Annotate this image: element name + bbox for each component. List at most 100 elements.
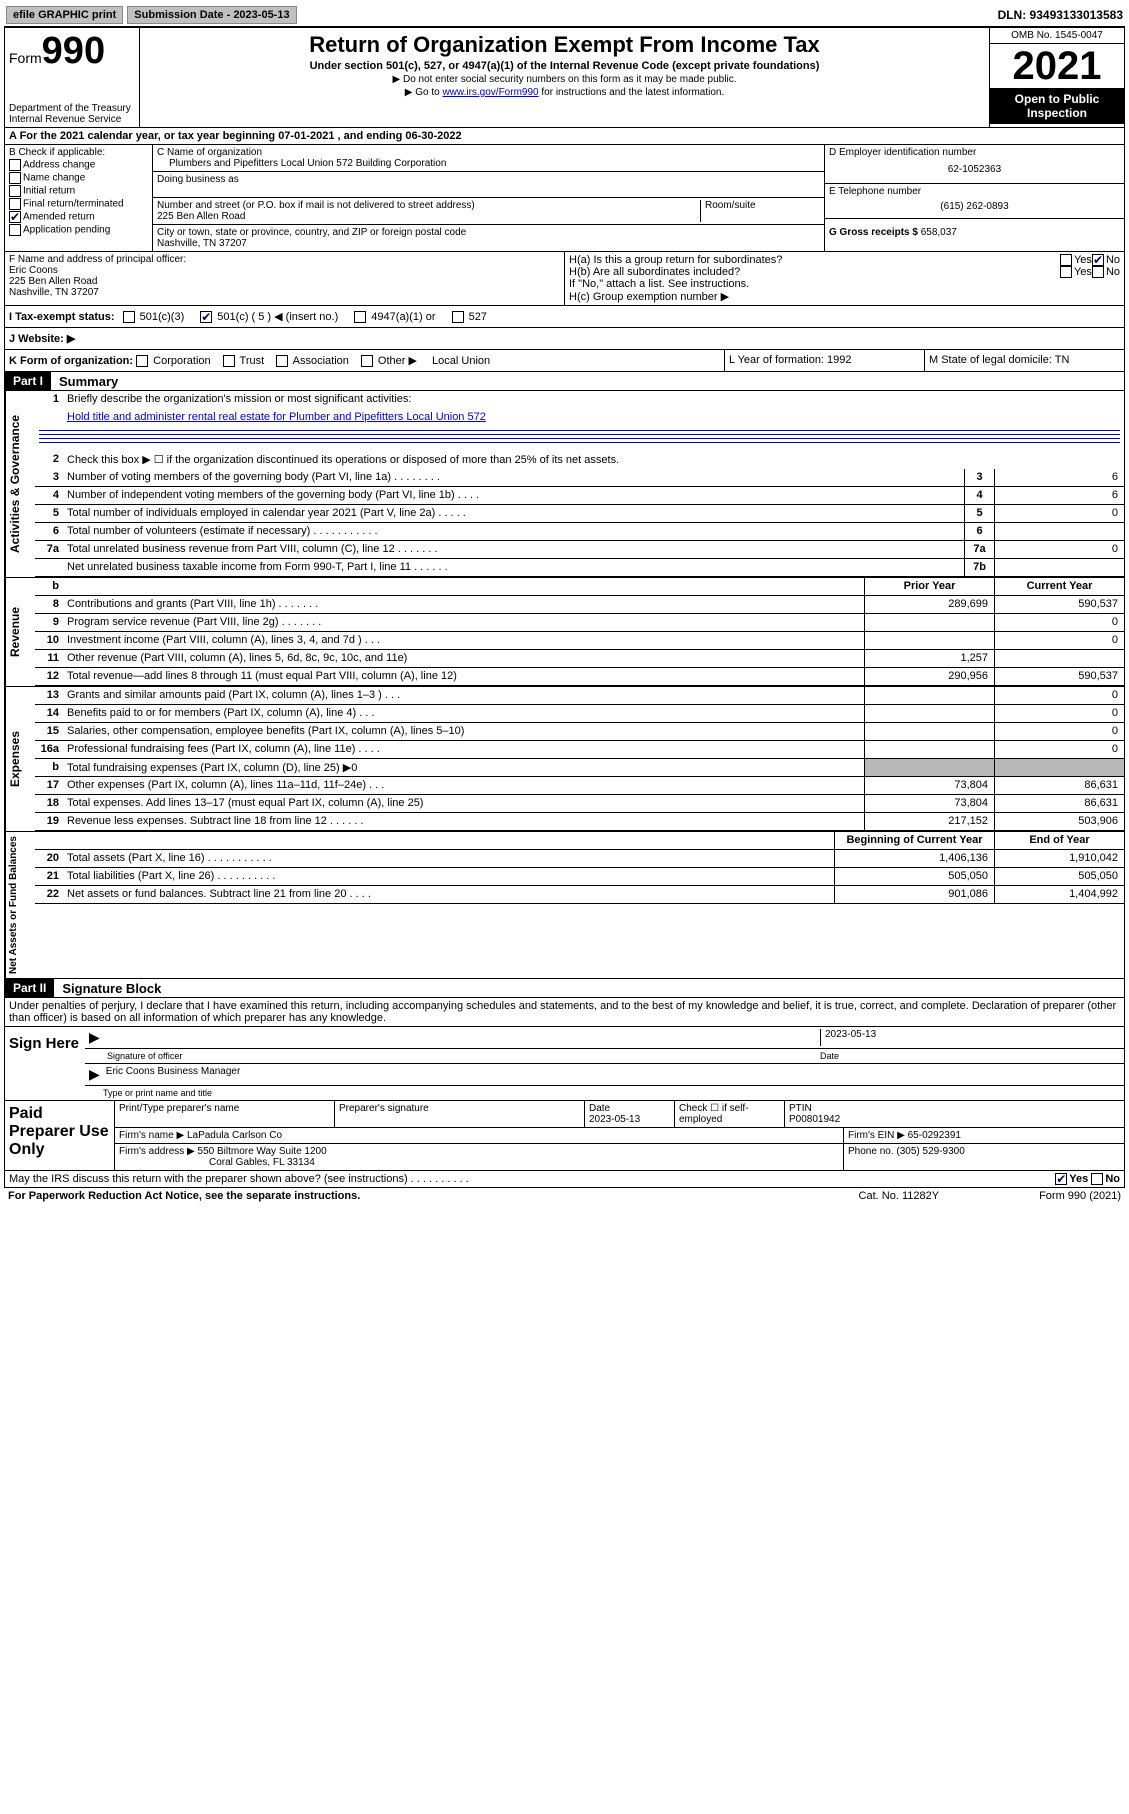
summary-row: 19Revenue less expenses. Subtract line 1… [35, 813, 1124, 831]
year-formation: L Year of formation: 1992 [724, 350, 924, 371]
irs-label: Internal Revenue Service [9, 114, 135, 125]
firm-phone: (305) 529-9300 [896, 1146, 964, 1157]
street-value: 225 Ben Allen Road [157, 211, 700, 222]
col-prior: Prior Year [864, 578, 994, 595]
hb-yes-checkbox[interactable] [1060, 266, 1072, 278]
paid-preparer-label: Paid Preparer Use Only [5, 1101, 115, 1170]
dln: DLN: 93493133013583 [998, 8, 1123, 22]
irs-link[interactable]: www.irs.gov/Form990 [442, 87, 538, 98]
org-name-label: C Name of organization [157, 147, 820, 158]
state-domicile: M State of legal domicile: TN [924, 350, 1124, 371]
ein-value: 62-1052363 [829, 158, 1120, 181]
summary-row: 21Total liabilities (Part X, line 26) . … [35, 868, 1124, 886]
org-name: Plumbers and Pipefitters Local Union 572… [157, 158, 820, 169]
summary-row: 9Program service revenue (Part VIII, lin… [35, 614, 1124, 632]
summary-row: bTotal fundraising expenses (Part IX, co… [35, 759, 1124, 777]
prep-name-label: Print/Type preparer's name [115, 1101, 335, 1127]
summary-row: 7aTotal unrelated business revenue from … [35, 541, 1124, 559]
summary-row: 12Total revenue—add lines 8 through 11 (… [35, 668, 1124, 686]
summary-row: 4Number of independent voting members of… [35, 487, 1124, 505]
form-org-other: Local Union [432, 355, 490, 367]
tax-status-option[interactable]: 501(c)(3) [123, 311, 185, 323]
summary-row: Net unrelated business taxable income fr… [35, 559, 1124, 577]
header-left: Form990 Department of the Treasury Inter… [5, 28, 140, 127]
officer-typed-name: Eric Coons Business Manager [106, 1066, 241, 1083]
form-org-option[interactable]: Other ▶ [361, 355, 417, 367]
discuss-no-checkbox[interactable] [1091, 1173, 1103, 1185]
summary-row: 15Salaries, other compensation, employee… [35, 723, 1124, 741]
omb-number: OMB No. 1545-0047 [990, 28, 1124, 44]
colb-option[interactable]: Final return/terminated [9, 198, 148, 210]
sig-officer-label: Signature of officer [89, 1051, 820, 1061]
part2-header: Part II [5, 979, 54, 997]
gross-label: G Gross receipts $ [829, 227, 918, 238]
ein-label: D Employer identification number [829, 147, 1120, 158]
sig-disclaimer: Under penalties of perjury, I declare th… [5, 998, 1124, 1026]
submission-date: Submission Date - 2023-05-13 [127, 6, 296, 24]
ha-no-checkbox[interactable] [1092, 254, 1104, 266]
colb-option[interactable]: Application pending [9, 224, 148, 236]
form-title: Return of Organization Exempt From Incom… [144, 32, 985, 58]
colb-option[interactable]: Initial return [9, 185, 148, 197]
col-b-checkboxes: B Check if applicable: Address changeNam… [5, 145, 153, 251]
ha-yes-checkbox[interactable] [1060, 254, 1072, 266]
firm-addr2: Coral Gables, FL 33134 [119, 1157, 315, 1168]
hc-label: H(c) Group exemption number ▶ [569, 290, 1120, 303]
discuss-yes-checkbox[interactable] [1055, 1173, 1067, 1185]
ptin-value: P00801942 [789, 1114, 840, 1125]
form-subtitle: Under section 501(c), 527, or 4947(a)(1)… [144, 60, 985, 72]
summary-row: 5Total number of individuals employed in… [35, 505, 1124, 523]
sig-date-value: 2023-05-13 [820, 1029, 1120, 1046]
cat-no: Cat. No. 11282Y [859, 1190, 940, 1202]
col-b-header: B Check if applicable: [9, 147, 148, 158]
summary-row: 10Investment income (Part VIII, column (… [35, 632, 1124, 650]
top-toolbar: efile GRAPHIC print Submission Date - 20… [4, 4, 1125, 27]
part1-header: Part I [5, 372, 51, 390]
dept-treasury: Department of the Treasury [9, 103, 135, 114]
officer-addr2: Nashville, TN 37207 [9, 287, 560, 298]
colb-option[interactable]: Amended return [9, 211, 148, 223]
prep-sig-label: Preparer's signature [335, 1101, 585, 1127]
side-revenue: Revenue [5, 578, 35, 686]
hb-note: If "No," attach a list. See instructions… [569, 278, 1120, 290]
summary-row: 8Contributions and grants (Part VIII, li… [35, 596, 1124, 614]
part1-title: Summary [51, 374, 118, 389]
tax-status-option[interactable]: 527 [452, 311, 487, 323]
form-label: Form [9, 50, 42, 66]
summary-row: 17Other expenses (Part IX, column (A), l… [35, 777, 1124, 795]
tax-status-option[interactable]: 501(c) ( 5 ) ◀ (insert no.) [200, 311, 338, 323]
summary-row: 3Number of voting members of the governi… [35, 469, 1124, 487]
row-a-period: A For the 2021 calendar year, or tax yea… [4, 128, 1125, 145]
website-row: J Website: ▶ [4, 328, 1125, 350]
ha-label: H(a) Is this a group return for subordin… [569, 254, 1060, 266]
efile-print-button[interactable]: efile GRAPHIC print [6, 6, 123, 24]
colb-option[interactable]: Name change [9, 172, 148, 184]
street-label: Number and street (or P.O. box if mail i… [157, 200, 700, 211]
prep-date: 2023-05-13 [589, 1114, 640, 1125]
arrow-icon: ▶ [89, 1066, 100, 1083]
tax-status-option[interactable]: 4947(a)(1) or [354, 311, 435, 323]
summary-row: 16aProfessional fundraising fees (Part I… [35, 741, 1124, 759]
tel-value: (615) 262-0893 [829, 197, 1120, 216]
tax-status-label: I Tax-exempt status: [9, 311, 115, 323]
col-current: Current Year [994, 578, 1124, 595]
paperwork-notice: For Paperwork Reduction Act Notice, see … [8, 1190, 360, 1202]
sig-date-label: Date [820, 1051, 1120, 1061]
officer-label: F Name and address of principal officer: [9, 254, 560, 265]
sign-here-label: Sign Here [5, 1027, 85, 1100]
city-value: Nashville, TN 37207 [157, 238, 820, 249]
summary-row: 18Total expenses. Add lines 13–17 (must … [35, 795, 1124, 813]
form-org-option[interactable]: Association [276, 355, 349, 367]
form-org-option[interactable]: Corporation [136, 355, 211, 367]
col-end: End of Year [994, 832, 1124, 849]
side-net-assets: Net Assets or Fund Balances [5, 832, 35, 978]
hb-no-checkbox[interactable] [1092, 266, 1104, 278]
colb-option[interactable]: Address change [9, 159, 148, 171]
type-name-label: Type or print name and title [85, 1086, 1124, 1100]
firm-addr1: 550 Biltmore Way Suite 1200 [198, 1146, 327, 1157]
room-suite-label: Room/suite [700, 200, 820, 222]
form-org-option[interactable]: Trust [223, 355, 265, 367]
hb-label: H(b) Are all subordinates included? [569, 266, 1060, 278]
prep-self-employed: Check ☐ if self-employed [675, 1101, 785, 1127]
mission-text: Hold title and administer rental real es… [67, 411, 486, 423]
